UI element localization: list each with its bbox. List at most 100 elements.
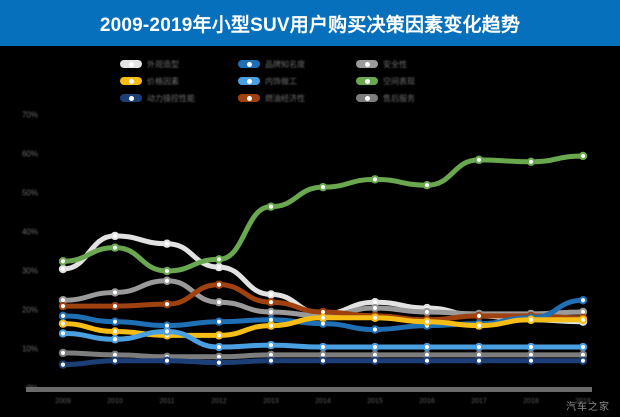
legend-item[interactable]: 空间表现 — [356, 73, 474, 89]
legend-item[interactable]: 安全性 — [356, 56, 474, 72]
legend-item[interactable]: 品牌知名度 — [238, 56, 356, 72]
data-point-marker-center — [320, 315, 326, 320]
data-point-marker-center — [164, 329, 170, 334]
y-axis-tick-label: 70% — [21, 110, 38, 120]
legend-item-label: 品牌知名度 — [265, 59, 305, 69]
data-point-marker-center — [476, 352, 482, 357]
data-point-marker-center — [424, 358, 430, 363]
x-axis-tick-label: 2014 — [315, 398, 331, 405]
data-point-marker-center — [424, 352, 430, 357]
legend-item-label: 内饰做工 — [265, 76, 297, 86]
legend-marker-icon — [356, 60, 378, 68]
y-axis-tick-label: 40% — [21, 227, 38, 237]
data-point-marker-center — [580, 344, 586, 350]
legend-item[interactable]: 外观造型 — [120, 56, 238, 72]
data-point-marker-center — [216, 319, 222, 324]
data-point-marker-center — [528, 358, 534, 363]
data-point-marker-center — [528, 159, 534, 164]
data-point-marker-center — [268, 309, 274, 315]
x-axis-tick-label: 2010 — [107, 398, 123, 405]
data-point-marker-center — [476, 313, 482, 318]
data-point-marker-center — [476, 358, 482, 363]
legend-item[interactable]: 燃油经济性 — [238, 90, 356, 106]
data-point-marker-center — [60, 266, 66, 272]
x-axis-tick-label: 2015 — [367, 398, 383, 405]
data-point-marker-center — [60, 298, 66, 303]
data-point-marker-center — [164, 358, 170, 363]
data-point-marker-center — [60, 321, 66, 326]
series-内饰做工 — [58, 327, 588, 352]
data-point-marker-center — [268, 352, 274, 357]
data-point-marker-center — [268, 300, 274, 305]
plot-area: 70%60%50%40%30%20%10%0% 2009201020112012… — [0, 106, 620, 417]
data-point-marker-center — [424, 319, 430, 324]
page-title: 2009-2019年小型SUV用户购买决策因素变化趋势 — [99, 14, 521, 36]
data-point-marker-center — [60, 350, 66, 355]
legend-item[interactable]: 内饰做工 — [238, 73, 356, 89]
legend-item-label: 空间表现 — [383, 76, 415, 86]
data-point-marker-center — [372, 352, 378, 357]
legend-marker-icon — [120, 60, 142, 68]
legend-item-label: 价格因素 — [147, 76, 179, 86]
x-axis-tick-label: 2011 — [159, 398, 175, 405]
data-point-marker-center — [372, 305, 378, 311]
legend-marker-icon — [238, 60, 260, 68]
data-point-marker-center — [580, 358, 586, 363]
data-point-marker-center — [580, 153, 586, 159]
data-point-marker-center — [424, 309, 430, 315]
data-point-marker-center — [60, 304, 66, 309]
data-point-marker-center — [164, 302, 170, 307]
chart-header: 2009-2019年小型SUV用户购买决策因素变化趋势 — [0, 0, 620, 46]
data-point-marker-center — [528, 317, 534, 322]
data-point-marker-center — [476, 323, 482, 328]
legend-item-label: 安全性 — [383, 59, 407, 69]
data-point-marker-center — [112, 352, 118, 357]
x-axis-tick-label: 2013 — [263, 398, 279, 405]
series-动力操控性能 — [58, 356, 588, 369]
y-axis-tick-label: 30% — [21, 266, 38, 276]
legend-item-label: 动力操控性能 — [147, 93, 195, 103]
data-point-marker-center — [424, 183, 430, 188]
data-point-marker-center — [268, 317, 274, 322]
data-point-marker-center — [372, 315, 378, 320]
x-axis-tick-label: 2019 — [575, 398, 591, 405]
legend-marker-icon — [356, 94, 378, 102]
series-空间表现 — [58, 151, 588, 276]
legend-item[interactable]: 价格因素 — [120, 73, 238, 89]
data-point-marker-center — [372, 177, 378, 182]
data-point-marker-center — [424, 344, 430, 350]
data-point-marker-center — [112, 329, 118, 334]
data-point-marker-center — [580, 309, 586, 315]
data-point-marker-center — [216, 265, 222, 270]
data-point-marker-center — [112, 245, 118, 250]
legend-marker-icon — [238, 77, 260, 85]
data-point-marker-center — [320, 185, 326, 190]
data-point-marker-center — [372, 344, 378, 350]
data-point-marker-center — [112, 290, 118, 295]
data-point-marker-center — [216, 344, 222, 350]
data-point-marker-center — [164, 241, 170, 246]
data-point-marker-center — [372, 300, 378, 305]
data-point-marker-center — [268, 204, 274, 209]
data-point-marker-center — [164, 323, 170, 328]
chart-legend: 外观造型 品牌知名度 安全性价格因素 内饰做工 空间表现动力操控性能 燃油经济性 售后服务 — [120, 56, 520, 106]
legend-marker-icon — [120, 94, 142, 102]
data-point-marker-center — [372, 358, 378, 363]
legend-item[interactable]: 售后服务 — [356, 90, 474, 106]
data-point-marker-center — [580, 317, 586, 322]
x-axis: 2009 2010 2011 2012 2013 2014 2015 2016 2017 2018… — [0, 390, 620, 417]
data-point-marker-center — [164, 278, 170, 283]
data-point-marker-center — [216, 333, 222, 338]
data-point-marker-center — [372, 327, 378, 332]
data-point-marker-center — [476, 344, 482, 350]
line-chart-canvas — [58, 151, 588, 369]
data-point-marker-center — [528, 344, 534, 350]
data-point-marker-center — [112, 319, 118, 324]
data-point-marker-center — [320, 309, 326, 315]
legend-item[interactable]: 动力操控性能 — [120, 90, 238, 106]
data-point-marker-center — [268, 358, 274, 363]
data-point-marker-center — [60, 331, 66, 336]
data-point-marker-center — [216, 354, 222, 359]
data-point-marker-center — [216, 257, 222, 262]
data-point-marker-center — [580, 298, 586, 303]
